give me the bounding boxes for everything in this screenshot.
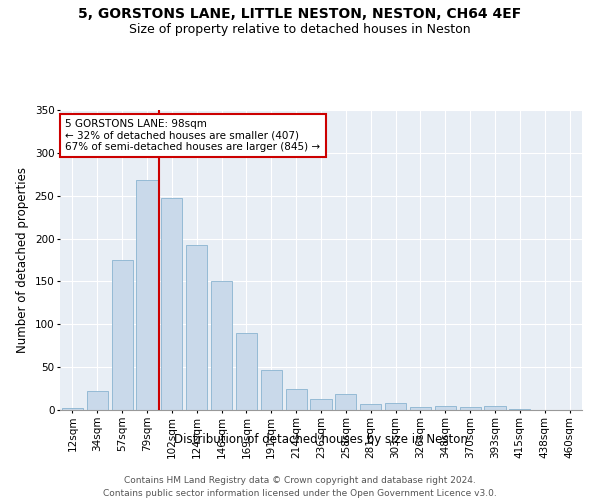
Bar (460, 406, 481, 410)
Bar (211, 282, 232, 410)
Bar (385, 403, 406, 410)
Bar (186, 244, 207, 410)
Bar (62, 408, 83, 410)
Text: Distribution of detached houses by size in Neston: Distribution of detached houses by size … (174, 432, 468, 446)
Y-axis label: Number of detached properties: Number of detached properties (16, 167, 29, 353)
Text: Contains HM Land Registry data © Crown copyright and database right 2024.
Contai: Contains HM Land Registry data © Crown c… (103, 476, 497, 498)
Bar (161, 198, 182, 410)
Bar (87, 391, 108, 410)
Text: 5, GORSTONS LANE, LITTLE NESTON, NESTON, CH64 4EF: 5, GORSTONS LANE, LITTLE NESTON, NESTON,… (79, 8, 521, 22)
Bar (286, 388, 307, 410)
Bar (136, 180, 158, 410)
Bar (435, 406, 456, 410)
Bar (360, 404, 381, 410)
Bar (112, 260, 133, 410)
Text: Size of property relative to detached houses in Neston: Size of property relative to detached ho… (129, 22, 471, 36)
Bar (261, 370, 282, 410)
Bar (310, 399, 332, 410)
Text: 5 GORSTONS LANE: 98sqm
← 32% of detached houses are smaller (407)
67% of semi-de: 5 GORSTONS LANE: 98sqm ← 32% of detached… (65, 119, 320, 152)
Bar (236, 333, 257, 410)
Bar (484, 406, 506, 410)
Bar (410, 408, 431, 410)
Bar (509, 409, 530, 410)
Bar (335, 394, 356, 410)
